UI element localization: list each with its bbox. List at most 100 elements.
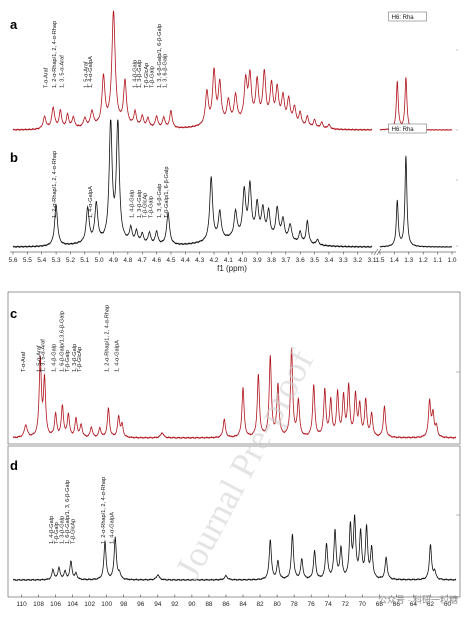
annotation-a-0: T-α-Araf: [43, 67, 49, 88]
xtick-label-d-13: 84: [239, 601, 247, 608]
xtick-label-b-5: 5.1: [80, 257, 89, 264]
xtick-label-d-15: 80: [273, 601, 281, 608]
annotation-b-6: 1, 3, 6-β-Galp: [157, 184, 163, 218]
spectrum-trace-c: [12, 347, 457, 440]
annotation-d-4: T-β-GlcAp: [70, 519, 76, 544]
annotation-a-2: 1, 3, 5-α-Araf: [59, 55, 65, 88]
annotation-d-0: 1, 4-β-Galp: [49, 516, 55, 544]
xtick-label-d-16: 78: [291, 601, 299, 608]
xtick-label-b-6: 5.0: [95, 257, 104, 264]
xtick-label-b-18: 3.8: [267, 257, 276, 264]
annotation-c-6: 1, 3-β-Galp: [72, 344, 78, 372]
annotation-b-5: T-β-Galp: [148, 196, 154, 218]
spectrum-trace-b: [12, 119, 373, 249]
annotation-a-6: 1, 3-β-Galp: [137, 60, 143, 88]
xtick-label-b-15: 4.1: [224, 257, 233, 264]
spectrum-trace-d: [12, 514, 457, 582]
xtick-label-b-17: 3.9: [253, 257, 262, 264]
xtick-label-b-3: 5.3: [52, 257, 61, 264]
xtick-label-d-10: 90: [188, 601, 196, 608]
xtick-label-d-24: 62: [427, 601, 435, 608]
xtick-label-d-23: 64: [410, 601, 418, 608]
annotation-a-4: 1, 4-α-GalpA: [88, 56, 94, 88]
annotation-b-0: 1, 2-α-Rhap/1, 2, 4-α-Rhap: [52, 151, 58, 218]
annotation-a-8: T-β-Galp: [150, 66, 156, 88]
inset-xtick-label-2: 1.3: [404, 257, 413, 264]
inset-label-a: H6: Rha: [392, 15, 415, 21]
xtick-label-d-19: 72: [342, 601, 350, 608]
panel-label-a: a: [10, 17, 18, 32]
annotation-b-2: 1, 4-β-Galp: [130, 190, 136, 218]
xtick-label-d-18: 74: [325, 601, 333, 608]
xtick-label-b-10: 4.6: [152, 257, 161, 264]
xtick-label-d-4: 102: [84, 601, 95, 608]
xtick-label-d-7: 96: [137, 601, 145, 608]
xtick-label-b-16: 4.0: [238, 257, 247, 264]
xtick-label-b-12: 4.4: [181, 257, 190, 264]
xtick-label-d-20: 70: [359, 601, 367, 608]
annotation-a-9: 1, 3, 6-β-Galp/1, 6-β-Galp: [157, 24, 163, 88]
xtick-label-d-14: 82: [256, 601, 264, 608]
x-axis-title: f1 (ppm): [217, 264, 247, 273]
annotation-d-3: 1, 6-β-Galp/1, 3, 6-β-Galp: [65, 480, 71, 544]
xtick-label-b-1: 5.5: [23, 257, 32, 264]
xtick-label-b-14: 4.2: [210, 257, 219, 264]
annotation-c-9: 1, 4-α-GalpA: [115, 340, 121, 372]
xtick-label-d-22: 66: [393, 601, 401, 608]
frame-c: [7, 291, 461, 445]
axis-break-mark: [373, 248, 379, 256]
annotation-a-10: 1, 3, 6-β-Galp: [163, 54, 169, 88]
xtick-label-d-5: 100: [101, 601, 112, 608]
xtick-label-b-8: 4.8: [123, 257, 132, 264]
annotation-b-1: 1, 4-α-GalpA: [88, 186, 94, 218]
xtick-label-d-17: 76: [308, 601, 316, 608]
xtick-label-d-0: 110: [16, 601, 27, 608]
annotation-d-2: 1, 3-β-Galp: [59, 516, 65, 544]
annotation-d-1: T-β-Galp: [54, 522, 60, 544]
xtick-label-d-3: 104: [67, 601, 78, 608]
annotation-c-5: T-β-Galp: [65, 350, 71, 372]
panel-d: d 1, 4-β-Galp T-β-Galp 1, 3-β-Galp 1, 6-β-Ga…: [7, 445, 461, 608]
panel-label-c: c: [10, 306, 17, 321]
panel-a: a H6: Rha T-α-Araf 1, 2-α-Rhap/1, 2, 4-α-Rh…: [10, 10, 453, 132]
annotation-c-4: 1, 6-β-Galp/1,3,6-β-Galp: [59, 311, 65, 372]
xtick-label-b-11: 4.5: [166, 257, 175, 264]
xtick-label-d-8: 94: [154, 601, 162, 608]
xtick-label-b-0: 5.6: [8, 257, 17, 264]
credit-text: 公众号 · 科研一粒糖: [378, 594, 458, 605]
xtick-label-b-23: 3.3: [339, 257, 348, 264]
inset-label-box-a: [388, 11, 427, 22]
annotation-c-7: T-β-GlcAp: [77, 347, 83, 372]
xtick-label-b-25: 3.1: [367, 257, 376, 264]
xtick-label-d-1: 108: [33, 601, 44, 608]
annotation-c-0: T-α-Araf: [21, 351, 27, 372]
xtick-label-d-21: 68: [376, 601, 384, 608]
axis-break-mark-2: [376, 248, 382, 256]
xtick-label-b-13: 4.3: [195, 257, 204, 264]
inset-trace-a: [379, 77, 453, 131]
annotation-b-3: 1, 3-β-Galp: [137, 190, 143, 218]
xtick-label-d-2: 106: [50, 601, 61, 608]
annotation-a-3: 1, 5-α-Araf: [84, 61, 90, 88]
annotation-b-7: T-β-Galp/1, 6-β-Galp: [164, 166, 170, 218]
xtick-label-b-7: 4.9: [109, 257, 118, 264]
xtick-label-d-9: 92: [171, 601, 179, 608]
xtick-label-b-22: 3.4: [324, 257, 333, 264]
inset-xtick-label-0: 1.5: [375, 257, 384, 264]
journal-watermark: Journal Pre-proof: [167, 343, 321, 585]
xtick-label-b-20: 3.6: [296, 257, 305, 264]
inset-xtick-label-5: 1.0: [447, 257, 456, 264]
annotation-d-6: 1, 4-α-GalpA: [110, 512, 116, 544]
annotation-d-5: 1, 2-α-Rhap/1, 2, 4-α-Rhap: [101, 477, 107, 544]
annotation-a-7: T-β-GlcAp: [144, 63, 150, 88]
xtick-label-b-24: 3.2: [353, 257, 362, 264]
panel-label-d: d: [10, 458, 18, 473]
inset-label-b: H6: Rha: [392, 127, 415, 133]
inset-label-box-b: [388, 123, 427, 134]
xtick-label-b-4: 5.2: [66, 257, 75, 264]
inset-xtick-label-3: 1.2: [419, 257, 428, 264]
xtick-label-b-21: 3.5: [310, 257, 319, 264]
inset-xtick-label-4: 1.1: [433, 257, 442, 264]
annotation-b-4: T-β-GlcAp: [143, 193, 149, 218]
panel-b: b H6: Rha 1, 2-α-Rhap/1, 2, 4-α-Rhap 1, 4-α…: [8, 49, 458, 273]
